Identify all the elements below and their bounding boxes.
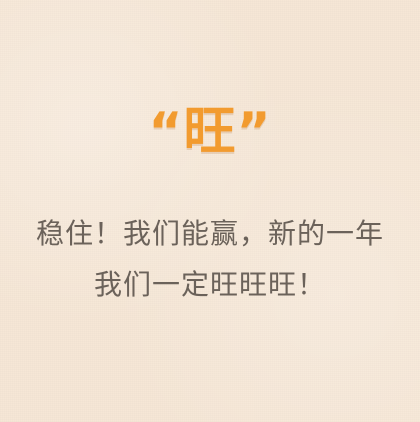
message-line-1: 稳住！我们能赢，新的一年 [35, 217, 384, 250]
headline-wang: “旺” [148, 102, 272, 162]
message-line-2: 我们一定旺旺旺！ [93, 268, 326, 301]
